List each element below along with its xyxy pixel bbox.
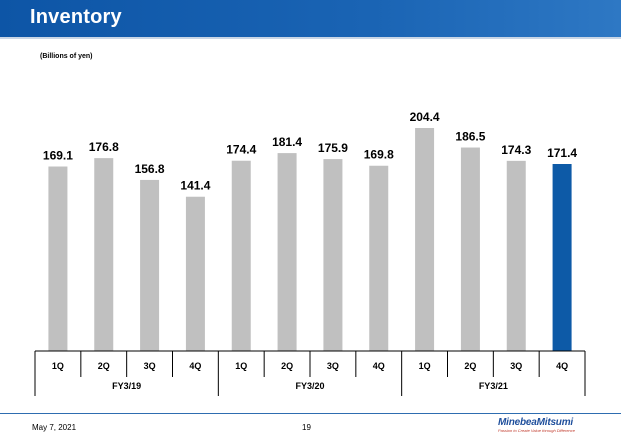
- x-tick-label-1: 2Q: [98, 361, 110, 371]
- bar-value-label-2: 156.8: [135, 162, 165, 176]
- unit-note: (Billions of yen): [40, 53, 93, 60]
- bar-1: [94, 158, 114, 351]
- bar-4: [231, 160, 251, 351]
- bar-value-label-11: 171.4: [547, 146, 577, 160]
- page-number: 19: [302, 423, 311, 432]
- bar-value-label-6: 175.9: [318, 141, 348, 155]
- company-logo: MinebeaMitsumi Passion to Create Value t…: [498, 417, 608, 437]
- bar-2: [140, 179, 160, 351]
- x-tick-label-8: 1Q: [419, 361, 431, 371]
- bar-9: [460, 147, 480, 351]
- inventory-bar-chart: 169.1 176.8 156.8 141.4 174.4 181.4 175.9 169.8…: [34, 110, 586, 396]
- bar-value-label-8: 204.4: [410, 110, 440, 124]
- logo-name: MinebeaMitsumi: [498, 417, 573, 428]
- bar-8: [415, 128, 435, 351]
- bar-value-label-5: 181.4: [272, 135, 302, 149]
- title-bar: Inventory: [0, 0, 621, 37]
- x-tick-label-4: 1Q: [235, 361, 247, 371]
- x-tick-label-0: 1Q: [52, 361, 64, 371]
- bar-10: [506, 160, 526, 351]
- bar-value-label-3: 141.4: [180, 179, 210, 193]
- title-divider: [0, 37, 621, 39]
- x-tick-label-11: 4Q: [556, 361, 568, 371]
- bar-value-label-1: 176.8: [89, 140, 119, 154]
- x-tick-label-2: 3Q: [144, 361, 156, 371]
- bar-6: [323, 159, 343, 351]
- bar-value-label-4: 174.4: [226, 143, 256, 157]
- footer-date: May 7, 2021: [32, 423, 77, 432]
- group-label-0: FY3/19: [112, 381, 141, 391]
- bar-value-label-9: 186.5: [455, 130, 485, 144]
- bar-value-label-7: 169.8: [364, 148, 394, 162]
- x-tick-label-6: 3Q: [327, 361, 339, 371]
- x-tick-label-9: 2Q: [464, 361, 476, 371]
- bar-0: [48, 166, 68, 351]
- x-tick-label-3: 4Q: [189, 361, 201, 371]
- x-tick-label-5: 2Q: [281, 361, 293, 371]
- bar-value-label-10: 174.3: [501, 143, 531, 157]
- bar-5: [277, 153, 297, 351]
- x-tick-label-7: 4Q: [373, 361, 385, 371]
- bar-3: [185, 196, 205, 351]
- x-tick-label-10: 3Q: [510, 361, 522, 371]
- group-label-1: FY3/20: [295, 381, 324, 391]
- footer-divider: [0, 413, 621, 414]
- page-title: Inventory: [30, 6, 122, 28]
- bar-value-label-0: 169.1: [43, 149, 73, 163]
- bar-11: [552, 164, 572, 351]
- group-label-2: FY3/21: [479, 381, 508, 391]
- bar-7: [369, 165, 389, 351]
- logo-tagline: Passion to Create Value through Differen…: [498, 428, 576, 433]
